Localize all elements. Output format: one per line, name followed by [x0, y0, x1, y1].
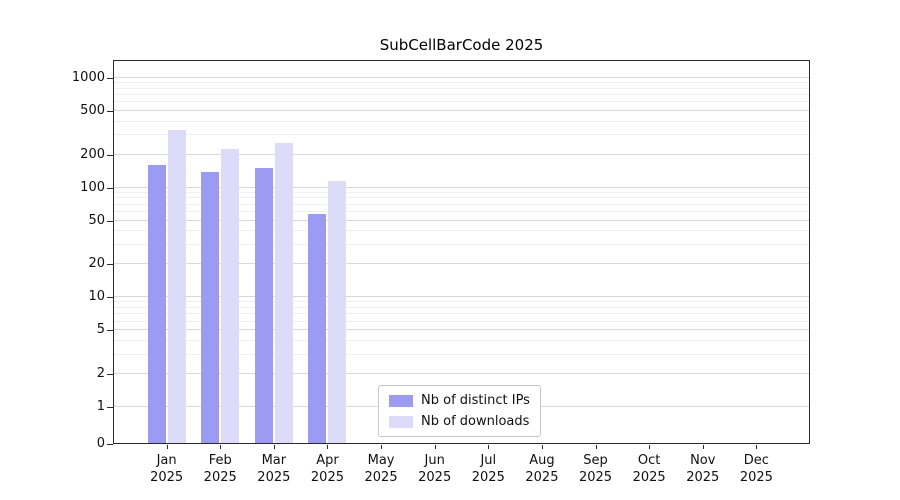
x-tick-mark	[166, 445, 168, 449]
x-tick-mark	[756, 445, 758, 449]
minor-gridline	[113, 101, 810, 103]
y-tick-mark	[107, 330, 113, 332]
y-tick-label: 2	[96, 365, 105, 381]
minor-gridline	[113, 301, 810, 303]
bar-mar-nb-of-distinct-ips	[254, 168, 273, 444]
bar-jan-nb-of-distinct-ips	[147, 165, 166, 444]
major-gridline	[113, 76, 810, 78]
y-tick-mark	[107, 187, 113, 189]
x-tick-label: Oct 2025	[632, 453, 666, 485]
x-tick-label: May 2025	[364, 453, 398, 485]
minor-gridline	[113, 93, 810, 95]
bar-feb-nb-of-distinct-ips	[201, 171, 220, 444]
x-tick-label: Nov 2025	[686, 453, 720, 485]
y-tick-mark	[107, 407, 113, 408]
x-tick-mark	[273, 445, 275, 449]
y-tick-label: 20	[88, 256, 105, 272]
major-gridline	[113, 263, 810, 265]
y-tick-label: 0	[96, 436, 105, 451]
y-tick-mark	[107, 154, 113, 156]
x-tick-mark	[327, 445, 329, 449]
minor-gridline	[113, 306, 810, 308]
x-tick-mark	[220, 445, 222, 449]
major-gridline	[113, 372, 810, 374]
y-tick-label: 1000	[71, 69, 105, 85]
y-tick-mark	[107, 373, 113, 375]
x-tick-mark	[381, 445, 383, 449]
bar-apr-nb-of-distinct-ips	[308, 213, 327, 444]
x-tick-label: Jan 2025	[150, 453, 184, 485]
x-tick-label: Feb 2025	[203, 453, 237, 485]
y-tick-label: 50	[88, 212, 105, 228]
x-tick-label: Apr 2025	[310, 453, 344, 485]
y-tick-mark	[107, 264, 113, 266]
bars-layer	[113, 60, 810, 444]
major-gridline	[113, 153, 810, 155]
major-gridline	[113, 109, 810, 111]
y-tick-label: 500	[80, 102, 105, 118]
y-tick-label: 10	[88, 289, 105, 305]
minor-gridline	[113, 197, 810, 199]
minor-gridline	[113, 191, 810, 193]
minor-gridline	[113, 313, 810, 315]
x-tick-label: Dec 2025	[739, 453, 773, 485]
y-tick-label: 200	[80, 146, 105, 162]
minor-gridline	[113, 353, 810, 355]
bar-mar-nb-of-downloads	[274, 143, 293, 444]
y-tick-mark	[107, 297, 113, 299]
x-tick-mark	[649, 445, 651, 449]
x-tick-label: Aug 2025	[525, 453, 559, 485]
y-tick-label: 1	[96, 399, 105, 414]
minor-gridline	[113, 203, 810, 205]
minor-gridline	[113, 134, 810, 136]
minor-gridline	[113, 339, 810, 341]
legend-label: Nb of distinct IPs	[421, 393, 530, 408]
plot-area: Nb of distinct IPs Nb of downloads	[113, 60, 810, 444]
legend-item-nb-of-downloads: Nb of downloads	[389, 414, 530, 429]
major-gridline	[113, 186, 810, 188]
y-tick-mark	[107, 77, 113, 79]
bar-feb-nb-of-downloads	[221, 148, 240, 444]
minor-gridline	[113, 87, 810, 89]
x-tick-label: Jul 2025	[471, 453, 505, 485]
legend-swatch-nb-of-distinct-ips	[389, 394, 413, 407]
y-tick-mark	[107, 110, 113, 112]
chart-title: SubCellBarCode 2025	[379, 36, 544, 54]
x-tick-mark	[702, 445, 704, 449]
legend: Nb of distinct IPs Nb of downloads	[378, 385, 541, 437]
y-tick-label: 5	[96, 322, 105, 338]
y-tick-label: 100	[80, 179, 105, 195]
bar-jan-nb-of-downloads	[167, 130, 186, 444]
minor-gridline	[113, 320, 810, 322]
minor-gridline	[113, 81, 810, 83]
x-tick-label: Mar 2025	[257, 453, 291, 485]
legend-swatch-nb-of-downloads	[389, 415, 413, 428]
legend-label: Nb of downloads	[421, 414, 530, 429]
legend-item-nb-of-distinct-ips: Nb of distinct IPs	[389, 393, 530, 408]
minor-gridline	[113, 243, 810, 245]
x-tick-mark	[595, 445, 597, 449]
x-tick-mark	[541, 445, 543, 449]
major-gridline	[113, 329, 810, 331]
major-gridline	[113, 219, 810, 221]
x-tick-mark	[488, 445, 490, 449]
minor-gridline	[113, 210, 810, 212]
minor-gridline	[113, 120, 810, 122]
x-tick-label: Jun 2025	[418, 453, 452, 485]
minor-gridline	[113, 230, 810, 232]
y-tick-mark	[107, 220, 113, 222]
bar-apr-nb-of-downloads	[328, 180, 347, 444]
major-gridline	[113, 296, 810, 298]
x-tick-mark	[434, 445, 436, 449]
y-tick-mark	[107, 444, 113, 445]
x-tick-label: Sep 2025	[578, 453, 613, 485]
